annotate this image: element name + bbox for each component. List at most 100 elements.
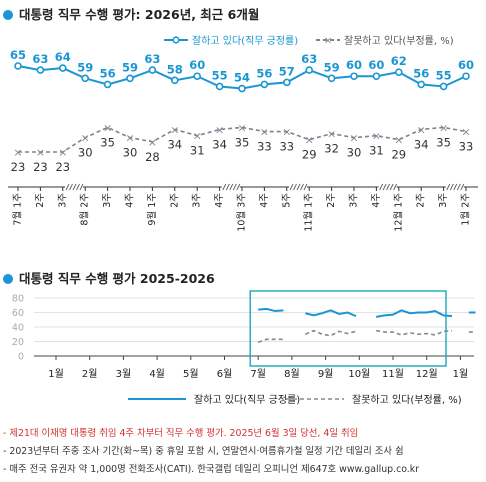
negative-data-label: 30 <box>78 146 93 160</box>
negative-point: × <box>439 121 448 134</box>
x-tick-label: 2주 <box>169 193 180 208</box>
x-tick-label: 10월 <box>348 368 370 380</box>
negative-data-label: 23 <box>55 160 70 174</box>
x-tick-label: 5월 <box>183 368 199 380</box>
negative-point: × <box>372 130 381 143</box>
positive-data-label: 63 <box>144 52 160 66</box>
negative-point: × <box>125 132 134 145</box>
footnotes: - 제21대 이재명 대통령 취임 4주 차부터 직무 수행 평가. 2025년… <box>3 425 419 479</box>
positive-point <box>148 66 157 74</box>
positive-data-label: 64 <box>55 50 71 64</box>
x-tick-label: 1월 2주 <box>460 193 472 226</box>
axis-break-stroke <box>449 183 454 191</box>
axis-break-stroke <box>379 183 384 191</box>
negative-point: × <box>148 136 157 149</box>
positive-data-label: 62 <box>391 54 407 68</box>
x-tick-label: 4주 <box>371 193 382 208</box>
negative-data-label: 32 <box>324 142 339 156</box>
x-tick-label: 11월 1주 <box>303 193 315 232</box>
axis-break-mark <box>221 183 241 191</box>
x-tick-label: 6월 <box>217 368 233 380</box>
series-positive-line <box>305 309 357 318</box>
negative-point: × <box>103 121 112 134</box>
axis-break-stroke <box>453 183 458 191</box>
x-tick-label: 9월 <box>318 368 334 380</box>
axis-break-stroke <box>446 183 451 191</box>
negative-point: × <box>58 146 67 159</box>
footnote-1: - 제21대 이재명 대통령 취임 4주 차부터 직무 수행 평가. 2025년… <box>3 428 359 439</box>
axis-break-stroke <box>225 183 230 191</box>
series-negative-line <box>18 126 467 153</box>
x-tick-label: 3주 <box>438 193 449 208</box>
positive-data-label: 63 <box>32 52 48 66</box>
negative-data-label: 34 <box>414 137 429 151</box>
positive-point <box>305 66 314 74</box>
top-chart-title-text: 대통령 직무 수행 평가: 2026년, 최근 6개월 <box>19 7 260 22</box>
negative-point: × <box>461 126 470 139</box>
x-tick-label: 3월 <box>116 368 132 380</box>
negative-point: × <box>305 134 314 147</box>
negative-point: × <box>394 134 403 147</box>
positive-point <box>126 74 134 83</box>
negative-point: × <box>260 126 269 139</box>
x-tick-label: 7월 1주 <box>12 193 24 226</box>
positive-point <box>327 74 336 83</box>
positive-point <box>282 78 291 87</box>
axis-break-mark <box>65 183 84 191</box>
axis-break-stroke <box>79 183 84 191</box>
legend-positive-label: 잘하고 있다(직무 긍정률) <box>192 34 298 47</box>
x-tick-label: 1월 <box>48 368 64 380</box>
x-tick-label: 4월 <box>149 368 165 380</box>
bottom-chart-title: 대통령 직무 수행 평가 2025-2026 <box>0 268 215 287</box>
positive-data-label: 58 <box>167 62 183 76</box>
x-tick-label: 3주 <box>349 193 360 208</box>
negative-data-label: 35 <box>235 135 250 149</box>
negative-data-label: 23 <box>11 160 26 174</box>
negative-point: × <box>13 146 22 159</box>
negative-point: × <box>282 126 291 139</box>
negative-data-label: 30 <box>347 146 362 160</box>
positive-data-label: 59 <box>122 60 138 74</box>
legend-positive-marker <box>172 36 180 44</box>
y-tick-label: 80 <box>12 294 24 305</box>
legend-negative-label: 잘못하고 있다(부정률, %) <box>344 34 454 47</box>
axis-break-stroke <box>389 183 394 191</box>
axis-break-stroke <box>393 183 398 191</box>
axis-break-mark <box>378 183 398 191</box>
positive-data-label: 60 <box>189 58 205 72</box>
series-positive-line <box>258 307 284 313</box>
axis-break-stroke <box>72 183 77 191</box>
x-tick-label: 8월 <box>284 368 300 380</box>
axis-break-stroke <box>289 183 294 191</box>
x-tick-label: 11월 <box>382 368 404 380</box>
negative-point: × <box>81 132 90 145</box>
positive-point <box>417 80 426 89</box>
positive-data-label: 65 <box>10 48 26 62</box>
x-tick-label: 3주 <box>192 193 203 208</box>
x-tick-label: 12월 <box>416 368 438 380</box>
y-tick-label: 60 <box>12 308 24 319</box>
legend-negative-label: 잘못하고 있다(부정률, %) <box>352 393 462 406</box>
axis-break-stroke <box>296 183 301 191</box>
x-tick-label: 2주 <box>35 193 46 208</box>
positive-data-label: 59 <box>77 60 93 74</box>
y-tick-label: 40 <box>12 323 24 334</box>
series-positive-line <box>375 309 453 318</box>
x-tick-label: 3주 <box>57 193 68 208</box>
positive-point <box>36 66 45 74</box>
x-tick-label: 9월 1주 <box>146 193 158 226</box>
positive-point <box>81 74 89 83</box>
footnote-2: - 2023년부터 주중 조사 기간(화~목) 중 휴일 포함 시, 연말연시·… <box>3 446 404 457</box>
axis-break-stroke <box>293 183 297 191</box>
x-tick-label: 4주 <box>125 193 136 208</box>
bottom-chart-title-text: 대통령 직무 수행 평가 2025-2026 <box>19 271 215 286</box>
positive-data-label: 54 <box>234 71 250 85</box>
negative-data-label: 29 <box>302 148 317 162</box>
positive-point <box>462 72 470 81</box>
positive-data-label: 56 <box>256 66 272 80</box>
legend-positive-label: 잘하고 있다(직무 긍정률) <box>194 393 300 406</box>
axis-break-stroke <box>232 183 237 191</box>
negative-data-label: 31 <box>190 144 205 158</box>
x-tick-label: 2주 <box>326 193 337 208</box>
negative-point: × <box>327 128 336 141</box>
